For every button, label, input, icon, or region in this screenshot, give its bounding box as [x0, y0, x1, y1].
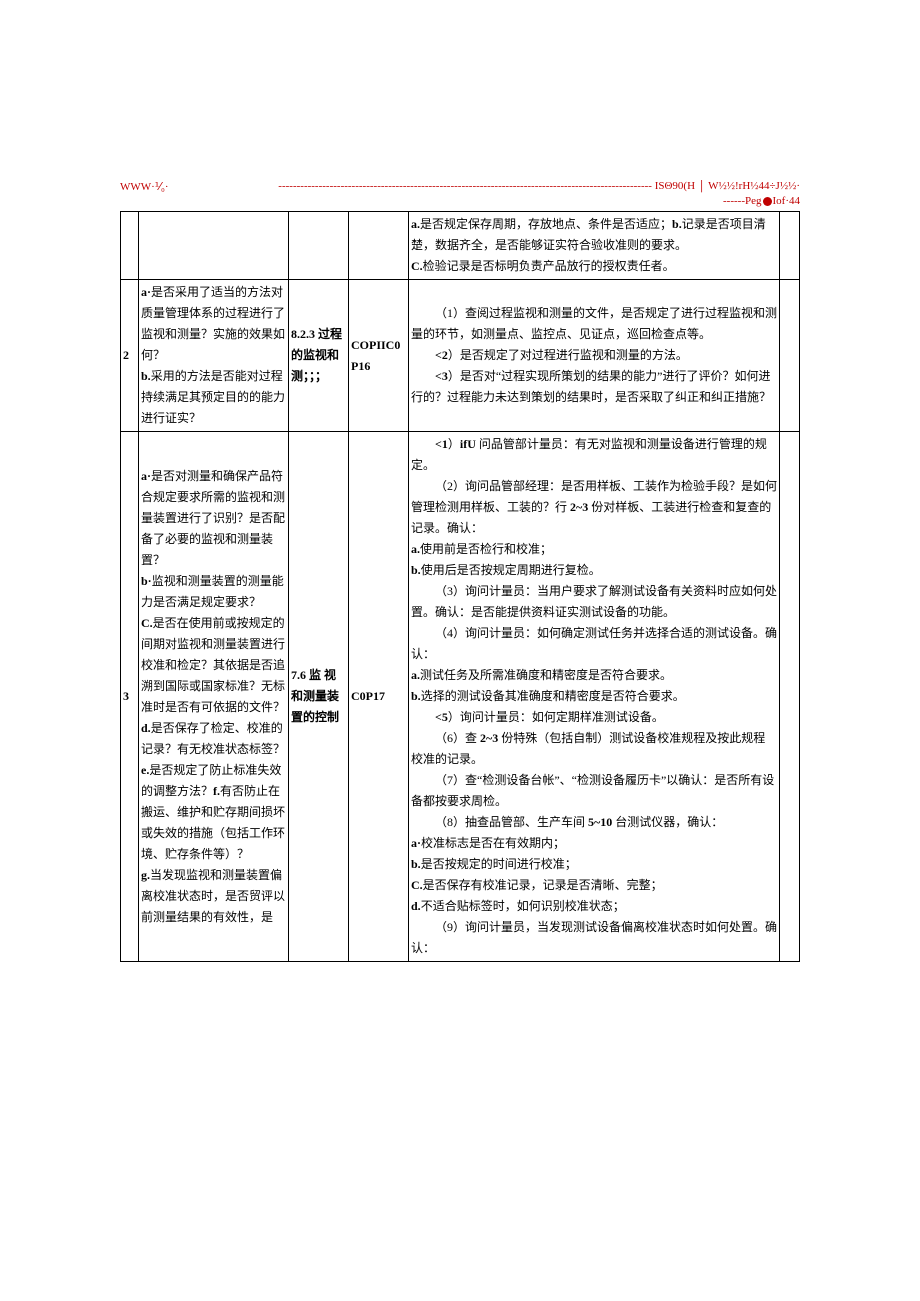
header-right-2-suffix: Iof·44	[773, 195, 801, 207]
table-row: 3a·是否对测量和确保产品符合规定要求所需的监视和测量装置进行了识别？是否配备了…	[121, 432, 800, 962]
cell-standard	[289, 212, 349, 280]
cell-no: 2	[121, 280, 139, 432]
cell-last	[780, 432, 800, 962]
cell-no: 3	[121, 432, 139, 962]
cell-no	[121, 212, 139, 280]
cell-code	[349, 212, 409, 280]
cell-check: <1）ifU 问品管部计量员：有无对监视和测量设备进行管理的规定。（2）询问品管…	[409, 432, 780, 962]
header-line-1: WWW·⅟₀· --------------------------------…	[120, 180, 800, 193]
cell-check: a.是否规定保存周期，存放地点、条件是否适应；b.记录是否项目清楚，数据齐全，是…	[409, 212, 780, 280]
audit-table: a.是否规定保存周期，存放地点、条件是否适应；b.记录是否项目清楚，数据齐全，是…	[120, 211, 800, 962]
header-dashes: ----------------------------------------…	[278, 180, 652, 192]
cell-code: COPIIC0P16	[349, 280, 409, 432]
cell-question: a·是否对测量和确保产品符合规定要求所需的监视和测量装置进行了识别？是否配备了必…	[139, 432, 289, 962]
table-row: 2a·是否采用了适当的方法对质量管理体系的过程进行了监视和测量？实施的效果如何？…	[121, 280, 800, 432]
document-page: WWW·⅟₀· --------------------------------…	[0, 0, 920, 1022]
table-row: a.是否规定保存周期，存放地点、条件是否适应；b.记录是否项目清楚，数据齐全，是…	[121, 212, 800, 280]
header-right-1: ISΘ90(H │ W½½!rH½44÷J½½·	[655, 180, 800, 192]
header-right-2-prefix: ------Peg	[723, 195, 761, 207]
cell-code: C0P17	[349, 432, 409, 962]
header-left: WWW·⅟₀·	[120, 180, 169, 193]
cell-last	[780, 212, 800, 280]
cell-question	[139, 212, 289, 280]
header-line-2: ------Peg Iof·44	[120, 195, 800, 207]
cell-standard: 8.2.3 过程的监视和测；；；	[289, 280, 349, 432]
cell-question: a·是否采用了适当的方法对质量管理体系的过程进行了监视和测量？实施的效果如何？b…	[139, 280, 289, 432]
cell-check: （1）查阅过程监视和测量的文件，是否规定了进行过程监视和测量的环节，如测量点、监…	[409, 280, 780, 432]
circle-icon	[763, 197, 772, 206]
audit-table-body: a.是否规定保存周期，存放地点、条件是否适应；b.记录是否项目清楚，数据齐全，是…	[121, 212, 800, 962]
cell-last	[780, 280, 800, 432]
cell-standard: 7.6 监 视和测量装置的控制	[289, 432, 349, 962]
